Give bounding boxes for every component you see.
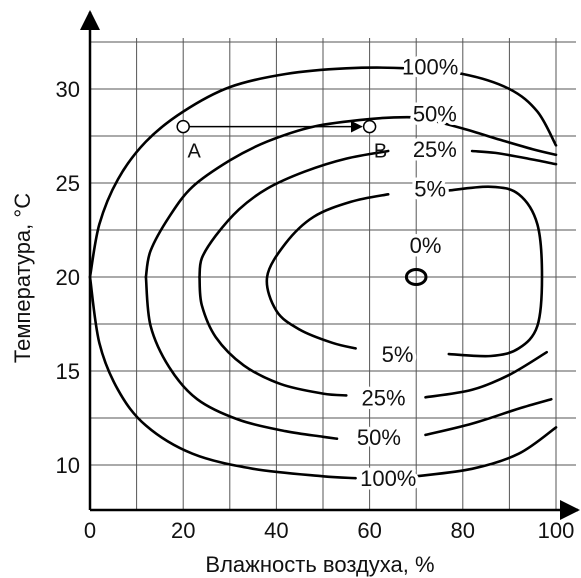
y-tick-label: 10	[56, 453, 80, 478]
contour-50pct-line	[144, 115, 558, 279]
point-a	[176, 119, 190, 134]
y-tick-label: 30	[56, 77, 80, 102]
axes	[80, 10, 580, 520]
x-tick-label: 20	[171, 518, 195, 543]
contour-25pct-line	[470, 149, 558, 166]
contour-50pct-line	[424, 397, 553, 437]
y-tick-label: 20	[56, 265, 80, 290]
x-tick-label: 100	[538, 518, 575, 543]
contour-25pct-line	[198, 149, 390, 279]
x-tick-label: 80	[451, 518, 475, 543]
contour-label: 100%	[360, 466, 416, 491]
point-b	[362, 119, 377, 134]
y-axis-title: Температура, °C	[10, 193, 35, 363]
contour-100pct-line	[88, 66, 558, 279]
y-tick-label: 15	[56, 359, 80, 384]
tick-labels: 0 20 40 60 80 100 10 15 20 25 30	[56, 77, 575, 543]
contour-5pct-line	[447, 185, 544, 358]
contour-label: 25%	[413, 137, 457, 162]
contour-label: 100%	[402, 54, 458, 79]
x-tick-label: 60	[357, 518, 381, 543]
contour-label: 50%	[413, 101, 457, 126]
x-tick-label: 0	[84, 518, 96, 543]
contour-label: 50%	[357, 425, 401, 450]
y-tick-label: 25	[56, 171, 80, 196]
grid	[90, 38, 576, 510]
contour-label: 5%	[414, 177, 446, 202]
contour-label: 0%	[410, 233, 442, 258]
contour-100pct-line	[88, 275, 357, 480]
contour-label: 25%	[362, 385, 406, 410]
point-label-b: B	[374, 141, 387, 163]
contour-labels: 100% 50% 25% 5% 0% 5% 25% 50% 100%	[353, 51, 461, 495]
x-tick-label: 40	[264, 518, 288, 543]
contours	[88, 66, 558, 480]
contour-25pct-line	[424, 350, 548, 399]
contour-25pct-line	[198, 275, 348, 397]
center-ellipse	[404, 267, 428, 287]
x-axis-title: Влажность воздуха, %	[205, 552, 434, 577]
contour-50pct-line	[144, 275, 339, 440]
point-label-a: A	[188, 141, 202, 163]
contour-label: 5%	[382, 342, 414, 367]
contour-5pct-line	[265, 193, 390, 350]
contour-100pct-line	[414, 426, 558, 478]
